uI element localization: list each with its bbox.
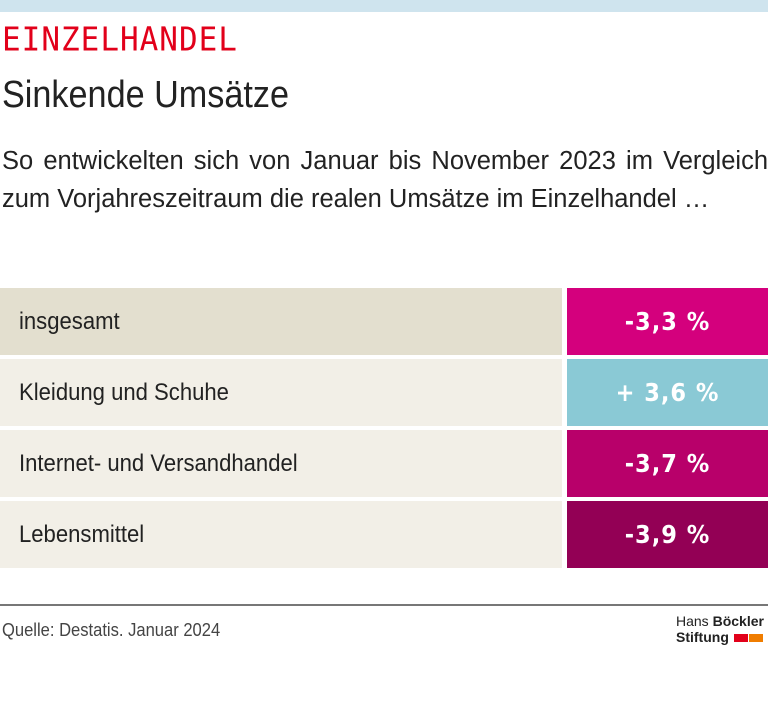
table-row: Lebensmittel -3,9 % — [0, 501, 768, 568]
row-value: -3,9 % — [567, 501, 768, 568]
row-value: -3,7 % — [567, 430, 768, 497]
intro-text: So entwickelten sich von Januar bis Nove… — [2, 147, 768, 213]
kicker: EINZELHANDEL — [2, 21, 238, 59]
row-value: + 3,6 % — [567, 359, 768, 426]
row-label: Internet- und Versandhandel — [19, 449, 298, 477]
row-label-cell: Kleidung und Schuhe — [0, 359, 562, 426]
row-label: Kleidung und Schuhe — [19, 378, 229, 406]
top-bar — [0, 0, 768, 12]
row-value: -3,3 % — [567, 288, 768, 355]
row-label-cell: insgesamt — [0, 288, 562, 355]
table-row: Internet- und Versandhandel -3,7 % — [0, 430, 768, 497]
row-label-cell: Lebensmittel — [0, 501, 562, 568]
table-row: insgesamt -3,3 % — [0, 288, 768, 355]
logo-square-orange — [748, 634, 763, 643]
row-label: Lebensmittel — [19, 520, 145, 548]
logo-square-red — [733, 634, 748, 643]
divider — [0, 604, 768, 606]
page-title: Sinkende Umsätze — [2, 74, 290, 116]
table-row: Kleidung und Schuhe + 3,6 % — [0, 359, 768, 426]
source-note: Quelle: Destatis. Januar 2024 — [2, 620, 221, 640]
logo: Hans Böckler Stiftung — [676, 613, 764, 645]
row-label: insgesamt — [19, 307, 120, 335]
row-label-cell: Internet- und Versandhandel — [0, 430, 562, 497]
